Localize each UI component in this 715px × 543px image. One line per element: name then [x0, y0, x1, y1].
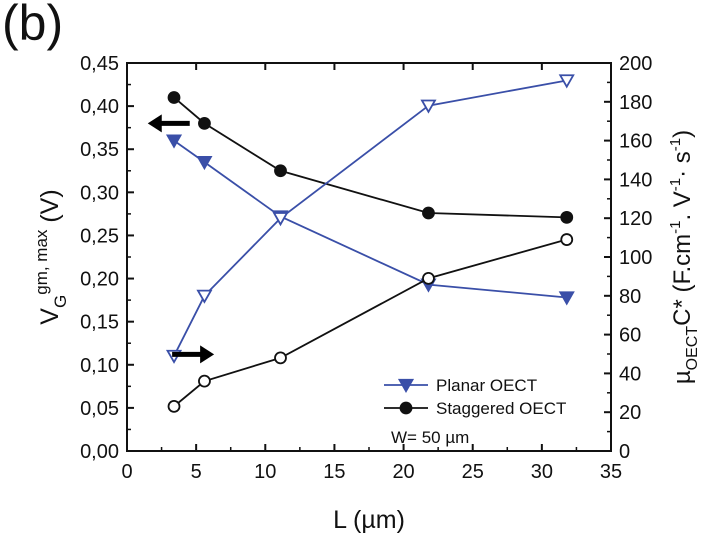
left-y-label-base: V: [36, 308, 64, 325]
data-point: [274, 164, 287, 178]
data-point: [274, 351, 287, 365]
right-y-tick-label: 20: [619, 402, 641, 424]
right-y-label-mid2: · s: [669, 151, 696, 178]
left-y-label-sub: G: [51, 295, 70, 308]
data-point: [198, 116, 211, 130]
x-axis-ticks: 0 5 10 15 20 25 30 35: [121, 63, 622, 483]
series-line: [173, 96, 567, 219]
left-y-axis-label: VGgm, max (V): [32, 189, 70, 324]
x-tick-label: 30: [531, 461, 553, 483]
right-y-tick-label: 40: [619, 363, 641, 385]
axis-arrows: [147, 114, 215, 364]
left-y-tick-label: 0,10: [80, 355, 119, 377]
data-point: [198, 374, 211, 388]
data-point: [422, 271, 435, 285]
right-y-label-sub: OECT: [684, 326, 701, 371]
data-point: [165, 134, 183, 149]
series-2: [165, 74, 575, 364]
x-tick-label: 5: [191, 461, 202, 483]
right-y-tick-label: 180: [619, 92, 652, 114]
data-point: [167, 399, 181, 413]
left-axis-arrow-head: [147, 114, 162, 133]
x-tick-label: 0: [121, 461, 132, 483]
right-y-tick-label: 120: [619, 208, 652, 230]
legend-label: Staggered OECT: [436, 399, 566, 418]
right-y-label-sup1: -1: [667, 221, 684, 234]
left-y-tick-label: 0,20: [80, 269, 119, 291]
right-y-tick-label: 0: [619, 441, 630, 463]
right-y-axis-ticks: 0 20 40 60 80 100 120 140 160 180 200: [604, 53, 652, 463]
left-y-label-sup: gm, max: [32, 229, 51, 295]
legend-marker: [397, 378, 415, 393]
x-tick-label: 35: [600, 461, 622, 483]
right-y-tick-label: 200: [619, 53, 652, 75]
data-point: [196, 156, 213, 171]
right-y-label-end: ): [669, 130, 696, 138]
legend-marker: [399, 401, 413, 415]
left-y-tick-label: 0,15: [80, 312, 119, 334]
series-1: [167, 91, 574, 224]
right-axis-arrow-head: [200, 345, 215, 364]
data-point: [422, 206, 435, 220]
x-tick-label: 25: [462, 461, 484, 483]
left-y-tick-label: 0,30: [80, 182, 119, 204]
left-y-tick-label: 0,35: [80, 139, 119, 161]
series-layer: [165, 74, 575, 413]
data-point: [196, 289, 213, 304]
x-tick-label: 20: [392, 461, 414, 483]
series-line: [173, 139, 567, 299]
right-y-label-rest: C* (F.cm: [669, 234, 696, 326]
series-line: [173, 79, 567, 357]
left-y-tick-label: 0,45: [80, 53, 119, 75]
left-y-label-unit: (V): [36, 189, 64, 229]
data-point: [560, 210, 574, 224]
legend-label: Planar OECT: [436, 376, 537, 395]
x-tick-label: 10: [254, 461, 276, 483]
panel-label: (b): [2, 0, 64, 51]
right-y-label-mid: . V: [669, 191, 696, 220]
data-point: [420, 99, 437, 114]
right-y-tick-label: 140: [619, 169, 652, 191]
right-y-tick-label: 60: [619, 325, 641, 347]
series-3: [167, 233, 574, 413]
data-point: [558, 291, 575, 306]
data-point: [560, 233, 574, 246]
left-y-tick-label: 0,25: [80, 225, 119, 247]
right-y-tick-label: 160: [619, 131, 652, 153]
x-tick-label: 15: [323, 461, 345, 483]
right-y-label-sup2: -1: [667, 178, 684, 191]
series-0: [165, 134, 575, 306]
right-y-tick-label: 80: [619, 286, 641, 308]
left-y-tick-label: 0,00: [80, 441, 119, 463]
right-y-axis-label: µOECTC* (F.cm-1. V-1· s-1): [667, 130, 701, 384]
left-y-tick-label: 0,40: [80, 96, 119, 118]
x-axis-label: L (µm): [333, 506, 405, 534]
data-point: [558, 74, 575, 89]
legend-note: W= 50 µm: [391, 428, 469, 447]
right-y-label-sup3: -1: [667, 138, 684, 151]
data-point: [272, 212, 289, 227]
data-point: [167, 91, 181, 104]
right-y-label-base: µ: [669, 370, 696, 384]
legend: Planar OECT Staggered OECT W= 50 µm: [384, 376, 566, 447]
left-y-tick-label: 0,05: [80, 398, 119, 420]
left-y-axis-ticks: 0,00 0,05 0,10 0,15 0,20 0,25 0,30 0,35 0,40 0,45: [80, 53, 134, 463]
right-y-tick-label: 100: [619, 247, 652, 269]
